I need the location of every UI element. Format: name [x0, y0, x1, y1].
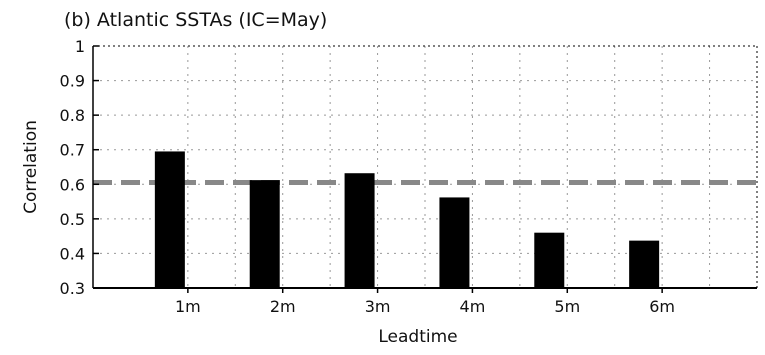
x-tick-label: 5m	[554, 297, 580, 316]
y-tick-label: 0.8	[60, 106, 85, 125]
y-axis-label: Correlation	[21, 120, 41, 214]
bar-4m	[439, 197, 470, 288]
bar-1m	[154, 151, 185, 288]
y-tick-label: 0.5	[60, 210, 85, 229]
y-tick-label: 0.7	[60, 141, 85, 160]
x-tick-label: 6m	[649, 297, 675, 316]
y-tick-label: 0.4	[60, 244, 85, 263]
y-tick-label: 0.3	[60, 279, 85, 298]
x-tick-label: 4m	[460, 297, 486, 316]
bar-5m	[534, 232, 565, 288]
x-tick-label: 1m	[175, 297, 201, 316]
tick-labels: 0.3 0.4 0.5 0.6 0.7 0.8 0.9 1 1m 2m 3m 4m 5m 6m	[60, 37, 675, 316]
axes	[92, 45, 758, 293]
x-tick-label: 2m	[270, 297, 296, 316]
y-tick-label: 0.6	[60, 175, 85, 194]
bars	[154, 151, 660, 288]
chart-title: (b) Atlantic SSTAs (IC=May)	[64, 9, 327, 31]
bar-3m	[344, 173, 375, 288]
x-tick-label: 3m	[365, 297, 391, 316]
x-axis-label: Leadtime	[378, 327, 457, 347]
y-tick-label: 0.9	[60, 72, 85, 91]
bar-2m	[249, 180, 280, 288]
bar-6m	[629, 240, 660, 288]
y-tick-label: 1	[75, 37, 85, 56]
grid-lines	[93, 46, 757, 288]
